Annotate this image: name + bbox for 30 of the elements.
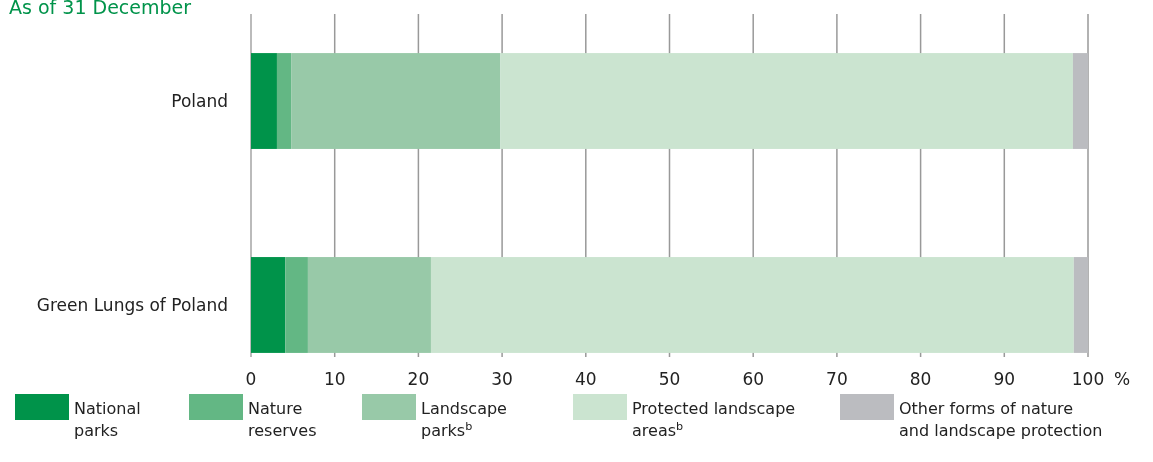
x-tick-label: 0 (245, 369, 257, 389)
x-tick-label: 20 (407, 369, 430, 389)
legend-label: National parks (74, 399, 141, 440)
bar (500, 53, 1073, 149)
x-tick-label: 10 (323, 369, 346, 389)
x-tick-label: 70 (826, 369, 848, 389)
x-tick-label: 90 (993, 369, 1016, 389)
x-tick-label: 30 (491, 369, 513, 389)
legend-label: Nature reserves (248, 399, 317, 440)
bar (307, 257, 431, 353)
bar (1072, 53, 1088, 149)
legend-label: Other forms of nature and landscape protection (899, 399, 1103, 440)
bar (251, 257, 286, 353)
x-axis-title: % (1113, 369, 1131, 389)
bar (1073, 257, 1088, 353)
y-tick-label: Green Lungs of Poland (36, 294, 228, 315)
x-tick-label: 80 (909, 369, 932, 389)
chart-subtitle: As of 31 December (9, 0, 192, 18)
bar (285, 257, 308, 353)
legend-label: Protected landscape areas$^{b}$ (632, 399, 796, 440)
bar (251, 53, 277, 149)
legend-label: Landscape parks$^{b}$ (421, 399, 507, 440)
x-tick-label: 60 (742, 369, 765, 389)
y-tick-label: Poland (171, 91, 228, 112)
x-tick-label: 100 (1071, 369, 1105, 389)
x-tick-label: 40 (574, 369, 597, 389)
bar (291, 53, 501, 149)
bar (276, 53, 292, 149)
x-tick-label: 50 (658, 369, 681, 389)
bar (430, 257, 1074, 353)
